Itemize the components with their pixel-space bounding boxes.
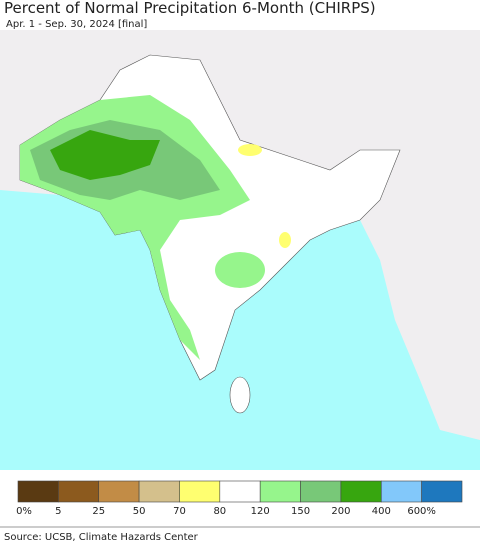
legend-label: 150 <box>291 506 310 517</box>
source: Source: UCSB, Climate Hazards Center <box>4 532 199 543</box>
legend-swatch <box>138 480 180 503</box>
legend-label: 400 <box>372 506 391 517</box>
legend-swatch <box>58 480 100 503</box>
legend-label: 50 <box>133 506 146 517</box>
subtitle: Apr. 1 - Sep. 30, 2024 [final] <box>6 19 147 30</box>
wettest-region <box>50 130 160 180</box>
legend-label: 25 <box>92 506 105 517</box>
legend-swatch <box>421 480 463 503</box>
legend-swatch <box>259 480 301 503</box>
legend-swatch <box>219 480 261 503</box>
legend-label: 0% <box>16 506 32 517</box>
sri-lanka <box>229 376 251 414</box>
ocean <box>0 190 480 470</box>
legend-swatch <box>340 480 382 503</box>
legend-label: 5 <box>55 506 61 517</box>
legend-swatch <box>17 480 59 503</box>
legend-label: 600% <box>407 506 436 517</box>
legend: 0% 5 25 50 70 80 120 150 200 400 600% <box>16 480 463 517</box>
legend-label: 80 <box>213 506 226 517</box>
title: Percent of Normal Precipitation 6-Month … <box>4 0 376 17</box>
legend-swatch <box>179 480 221 503</box>
legend-label: 200 <box>331 506 350 517</box>
legend-swatch <box>300 480 342 503</box>
legend-label: 120 <box>251 506 270 517</box>
wet-patch <box>215 252 265 288</box>
dry-patch <box>279 232 291 248</box>
map <box>0 30 480 470</box>
dry-patch <box>238 144 262 156</box>
legend-swatch <box>98 480 140 503</box>
legend-label: 70 <box>173 506 186 517</box>
legend-swatch <box>380 480 422 503</box>
